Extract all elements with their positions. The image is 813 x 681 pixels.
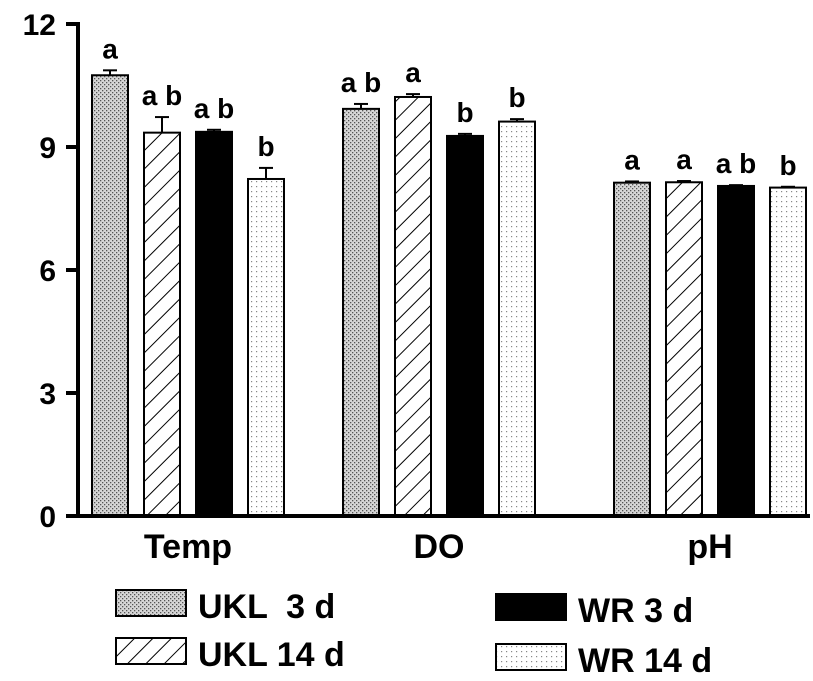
y-tick-label: 6 [39, 255, 56, 288]
bar [144, 133, 180, 516]
legend-label: UKL 3 d [198, 588, 335, 626]
y-tick-label: 3 [39, 378, 56, 411]
x-category-label: Temp [144, 528, 232, 566]
bar [770, 188, 806, 516]
bar [196, 132, 232, 516]
bar [447, 136, 483, 516]
legend-swatch [496, 594, 566, 620]
significance-label: a b [194, 93, 234, 124]
bar [395, 97, 431, 516]
legend: UKL 3 d UKL 14 d WR 3 d WR 14 d [116, 588, 712, 680]
legend-swatch [116, 590, 186, 616]
significance-label: a [102, 33, 118, 64]
y-tick-label: 0 [39, 501, 56, 534]
significance-label: b [257, 131, 274, 162]
significance-label: a [676, 144, 692, 175]
bar [92, 75, 128, 516]
bar [499, 122, 535, 516]
x-category-label: pH [687, 528, 732, 566]
significance-label: a b [142, 80, 182, 111]
bar [666, 182, 702, 516]
legend-label: UKL 14 d [198, 636, 345, 674]
significance-label: a [624, 144, 640, 175]
bar [718, 186, 754, 516]
legend-label: WR 3 d [578, 592, 693, 630]
bar [614, 183, 650, 516]
significance-label: b [456, 97, 473, 128]
significance-label: a b [341, 67, 381, 98]
bar [343, 109, 379, 516]
bar [248, 179, 284, 516]
y-tick-label: 9 [39, 132, 56, 165]
x-labels-group: Temp DO pH [144, 528, 733, 566]
legend-swatch [496, 644, 566, 670]
y-ticks-group: 0 3 6 9 12 [23, 9, 78, 534]
significance-label: a [405, 57, 421, 88]
y-tick-label: 12 [23, 9, 56, 42]
significance-label: b [779, 150, 796, 181]
significance-label: b [508, 82, 525, 113]
x-category-label: DO [414, 528, 465, 566]
legend-swatch [116, 638, 186, 664]
bars-group [92, 75, 806, 516]
legend-label: WR 14 d [578, 642, 712, 680]
significance-label: a b [716, 148, 756, 179]
